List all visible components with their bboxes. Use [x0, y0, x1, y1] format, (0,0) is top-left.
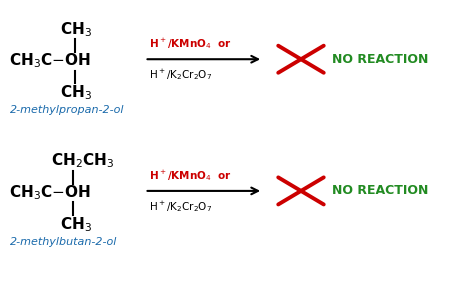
Text: 2-methylpropan-2-ol: 2-methylpropan-2-ol [9, 105, 124, 115]
Text: H$^+$/K$_2$Cr$_2$O$_7$: H$^+$/K$_2$Cr$_2$O$_7$ [149, 199, 212, 214]
Text: CH$_3$: CH$_3$ [60, 20, 92, 39]
Text: H$^+$/K$_2$Cr$_2$O$_7$: H$^+$/K$_2$Cr$_2$O$_7$ [149, 67, 212, 82]
Text: CH$_3$: CH$_3$ [60, 83, 92, 102]
Text: NO REACTION: NO REACTION [332, 53, 428, 66]
Text: NO REACTION: NO REACTION [332, 184, 428, 197]
Text: H$^+$/KMnO$_4$  or: H$^+$/KMnO$_4$ or [149, 168, 232, 183]
Text: 2-methylbutan-2-ol: 2-methylbutan-2-ol [9, 237, 117, 247]
Text: CH$_2$CH$_3$: CH$_2$CH$_3$ [51, 151, 115, 170]
Text: H$^+$/KMnO$_4$  or: H$^+$/KMnO$_4$ or [149, 36, 232, 51]
Text: CH$_3$C$-$OH: CH$_3$C$-$OH [9, 51, 91, 70]
Text: CH$_3$C$-$OH: CH$_3$C$-$OH [9, 183, 91, 202]
Text: CH$_3$: CH$_3$ [60, 215, 92, 233]
